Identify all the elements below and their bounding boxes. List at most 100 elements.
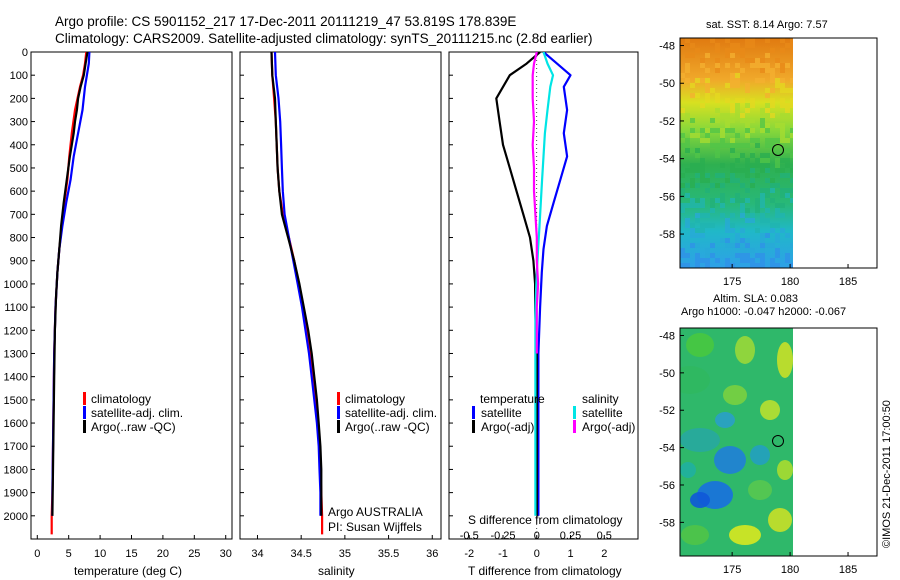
sst-pixel [715, 58, 720, 63]
sst-pixel [760, 213, 765, 218]
sla-anomaly [680, 462, 696, 478]
sst-pixel [735, 103, 740, 108]
sst-pixel [685, 193, 690, 198]
sst-pixel [730, 78, 735, 83]
sst-pixel [790, 178, 795, 183]
sst-pixel [765, 178, 770, 183]
sst-pixel [745, 238, 750, 243]
sst-pixel [725, 228, 730, 233]
sst-pixel [705, 128, 710, 133]
sst-pixel [720, 133, 725, 138]
sst-pixel [790, 98, 795, 103]
sst-pixel [720, 203, 725, 208]
sst-pixel [730, 148, 735, 153]
sst-pixel [745, 218, 750, 223]
sst-pixel [745, 108, 750, 113]
sst-pixel [765, 163, 770, 168]
sst-pixel [780, 158, 785, 163]
sst-pixel [725, 53, 730, 58]
sst-pixel [720, 128, 725, 133]
sst-pixel [725, 113, 730, 118]
sla-nodata [793, 328, 877, 556]
sst-pixel [715, 258, 720, 263]
sst-pixel [695, 228, 700, 233]
sst-pixel [680, 253, 685, 258]
sst-pixel [690, 43, 695, 48]
sst-pixel [790, 133, 795, 138]
sst-pixel [690, 198, 695, 203]
sst-pixel [770, 178, 775, 183]
sla-argo-marker [772, 435, 784, 447]
sst-pixel [775, 123, 780, 128]
sst-pixel [745, 258, 750, 263]
sst-pixel [750, 98, 755, 103]
sst-pixel [700, 173, 705, 178]
sst-pixel [755, 158, 760, 163]
sst-pixel [680, 73, 685, 78]
sst-pixel [785, 63, 790, 68]
sla-anomaly [681, 525, 709, 545]
legend-swatch-climatology [337, 392, 340, 405]
sst-pixel [725, 38, 730, 43]
sst-pixel [765, 38, 770, 43]
sst-pixel [705, 258, 710, 263]
sst-pixel [760, 163, 765, 168]
sst-pixel [780, 113, 785, 118]
sst-pixel [730, 168, 735, 173]
sst-pixel [690, 83, 695, 88]
sst-pixel [695, 93, 700, 98]
sst-pixel [775, 233, 780, 238]
sst-pixel [785, 43, 790, 48]
sst-pixel [690, 163, 695, 168]
sst-pixel [775, 213, 780, 218]
sst-pixel [700, 163, 705, 168]
sst-pixel [770, 78, 775, 83]
sst-pixel [725, 123, 730, 128]
legend-swatch-s-argo [573, 420, 576, 433]
sst-pixel [685, 253, 690, 258]
temperature-series [50, 52, 91, 535]
depth-tick-label: 1300 [4, 348, 28, 360]
sst-pixel [785, 188, 790, 193]
sst-pixel [725, 223, 730, 228]
sst-pixel [765, 193, 770, 198]
sst-pixel [690, 203, 695, 208]
sst-pixel [745, 38, 750, 43]
sst-pixel [720, 138, 725, 143]
sst-pixel [790, 38, 795, 43]
sst-pixel [775, 253, 780, 258]
sst-pixel [780, 88, 785, 93]
sst-pixel [780, 193, 785, 198]
sst-pixel [740, 208, 745, 213]
sst-pixel [730, 118, 735, 123]
x-tick-label: 25 [188, 548, 200, 560]
sst-pixel [700, 223, 705, 228]
sla-anomaly [777, 460, 793, 480]
sst-pixel [740, 153, 745, 158]
x-tick-label: 35.5 [378, 548, 399, 560]
sst-pixel [735, 168, 740, 173]
sst-pixel [745, 243, 750, 248]
map-x-tick-label: 180 [781, 564, 799, 576]
sst-pixel [740, 48, 745, 53]
sst-pixel [760, 243, 765, 248]
sst-pixel [735, 133, 740, 138]
sst-pixel [685, 203, 690, 208]
sst-pixel [730, 53, 735, 58]
sst-pixel [705, 133, 710, 138]
sst-pixel [780, 188, 785, 193]
sst-pixel [750, 258, 755, 263]
sst-pixel [780, 138, 785, 143]
legend-label-argo: Argo(..raw -QC) [91, 420, 176, 434]
sst-pixel [750, 248, 755, 253]
sst-pixel [745, 103, 750, 108]
sst-pixel [750, 43, 755, 48]
sst-pixel [785, 173, 790, 178]
sst-pixel [765, 88, 770, 93]
sst-pixel [740, 183, 745, 188]
sst-pixel [715, 68, 720, 73]
sst-pixel [750, 183, 755, 188]
sst-pixel [780, 68, 785, 73]
sst-pixel [725, 238, 730, 243]
sst-pixel [765, 143, 770, 148]
